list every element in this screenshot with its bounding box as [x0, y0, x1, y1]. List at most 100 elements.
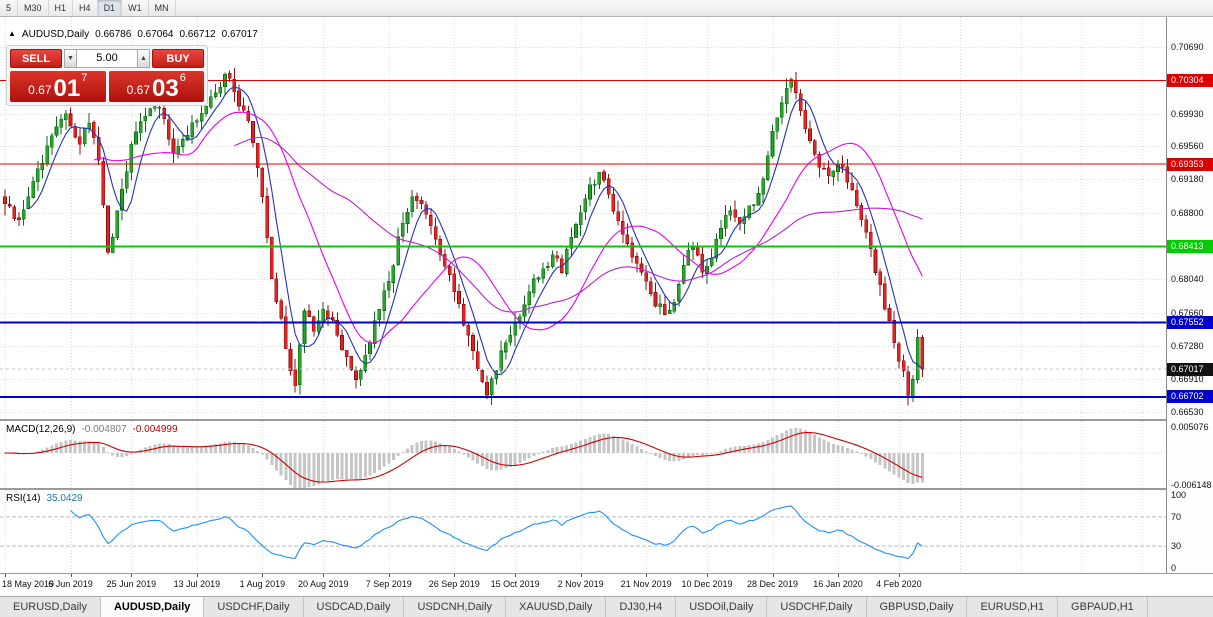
volume-control: ▼ 5.00 ▲: [64, 49, 150, 68]
price-line-badge: 0.69353: [1167, 157, 1213, 171]
date-axis-label: 28 Dec 2019: [746, 579, 799, 589]
chart-tab-USDOil-Daily[interactable]: USDOil,Daily: [676, 597, 768, 617]
chart-tab-AUDUSD-Daily[interactable]: AUDUSD,Daily: [100, 597, 205, 617]
price-axis-label: 0.66910: [1171, 373, 1204, 384]
date-axis-label: 2 Nov 2019: [557, 579, 604, 589]
macd-rsi-separator[interactable]: [0, 488, 1213, 490]
volume-decrease-button[interactable]: ▼: [64, 49, 77, 68]
date-axis-label: 1 Aug 2019: [239, 579, 286, 589]
macd-signal-value: -0.004999: [132, 424, 178, 435]
buy-price-panel[interactable]: 0.67 03 6: [108, 71, 204, 102]
buy-price-big: 03: [152, 75, 179, 102]
date-axis-label: 20 Aug 2019: [297, 579, 349, 589]
rsi-axis-label: 100: [1171, 490, 1187, 501]
date-tick: [71, 574, 72, 577]
date-tick: [581, 574, 582, 577]
chart-tab-USDCNH-Daily[interactable]: USDCNH,Daily: [404, 597, 507, 617]
timeframe-button-D1[interactable]: D1: [97, 0, 123, 16]
date-tick: [454, 574, 455, 577]
date-tick: [197, 574, 198, 577]
date-axis-label: 18 May 2019: [2, 579, 55, 589]
date-tick: [262, 574, 263, 577]
volume-input[interactable]: 5.00: [77, 49, 137, 68]
chart-tab-GBPAUD-H1[interactable]: GBPAUD,H1: [1058, 597, 1148, 617]
macd-signal-line: [5, 431, 923, 483]
date-tick: [5, 574, 6, 577]
timeframe-button-H1[interactable]: H1: [49, 0, 74, 16]
sell-price-pip: 7: [81, 72, 88, 84]
date-axis-label: 26 Sep 2019: [428, 579, 480, 589]
chart-tab-EURUSD-Daily[interactable]: EURUSD,Daily: [0, 597, 101, 617]
date-tick: [646, 574, 647, 577]
macd-axis-label: 0.005076: [1171, 421, 1209, 432]
date-axis-label: 25 Jun 2019: [106, 579, 157, 589]
price-axis-label: 0.69560: [1171, 141, 1204, 152]
rsi-dates-separator[interactable]: [0, 573, 1213, 574]
chart-tab-XAUUSD-Daily[interactable]: XAUUSD,Daily: [506, 597, 607, 617]
buy-button[interactable]: BUY: [152, 49, 204, 68]
date-tick: [899, 574, 900, 577]
timeframe-button-H4[interactable]: H4: [73, 0, 98, 16]
date-axis-label: 10 Dec 2019: [681, 579, 733, 589]
trade-controls-row: SELL ▼ 5.00 ▲ BUY: [10, 49, 204, 68]
chart-tab-USDCHF-Daily[interactable]: USDCHF,Daily: [767, 597, 867, 617]
date-tick: [323, 574, 324, 577]
timeframe-button-5[interactable]: 5: [0, 0, 19, 16]
price-axis-label: 0.69930: [1171, 108, 1204, 119]
chart-tab-GBPUSD-Daily[interactable]: GBPUSD,Daily: [867, 597, 968, 617]
timeframe-toolbar: 5 M30 H1 H4 D1 W1 MN: [0, 0, 1213, 17]
macd-panel[interactable]: [0, 421, 1166, 488]
timeframe-button-W1[interactable]: W1: [122, 0, 149, 16]
ohlc-high: 0.67064: [137, 29, 174, 40]
rsi-indicator-label: RSI(14) 35.0429: [6, 493, 83, 504]
sell-price-base: 0.67: [28, 83, 52, 97]
horizontal-level-lines[interactable]: [0, 80, 1166, 398]
date-tick: [131, 574, 132, 577]
rsi-panel[interactable]: [0, 490, 1166, 573]
price-axis-label: 0.68800: [1171, 207, 1204, 218]
timeframe-button-MN[interactable]: MN: [149, 0, 176, 16]
main-macd-separator[interactable]: [0, 419, 1213, 421]
date-tick: [707, 574, 708, 577]
date-axis-label: 6 Jun 2019: [48, 579, 93, 589]
volume-increase-button[interactable]: ▲: [137, 49, 150, 68]
symbol-marker-icon: ▲: [8, 29, 16, 38]
candlestick-series: [3, 68, 925, 406]
price-axis-label: 0.69180: [1171, 174, 1204, 185]
grid-vertical-lines: [5, 490, 1143, 573]
chart-tab-USDCHF-Daily[interactable]: USDCHF,Daily: [204, 597, 304, 617]
chart-tab-EURUSD-H1[interactable]: EURUSD,H1: [967, 597, 1059, 617]
date-tick: [389, 574, 390, 577]
rsi-name: RSI(14): [6, 493, 41, 504]
chart-tab-USDCAD-Daily[interactable]: USDCAD,Daily: [304, 597, 405, 617]
ohlc-low: 0.66712: [179, 29, 216, 40]
date-axis-label: 15 Oct 2019: [490, 579, 540, 589]
sell-button[interactable]: SELL: [10, 49, 62, 68]
one-click-trading-widget: SELL ▼ 5.00 ▲ BUY 0.67 01 7 0.67 03 6: [6, 45, 208, 106]
chart-tab-DJ30-H4[interactable]: DJ30,H4: [606, 597, 677, 617]
date-tick: [515, 574, 516, 577]
date-tick: [838, 574, 839, 577]
rsi-axis-label: 0: [1171, 562, 1177, 573]
sell-price-big: 01: [53, 75, 81, 102]
price-line-badge: 0.68413: [1167, 240, 1213, 254]
price-axis-label: 0.68040: [1171, 274, 1204, 285]
chart-tab-bar: EURUSD,Daily AUDUSD,Daily USDCHF,Daily USDC…: [0, 596, 1213, 617]
buy-price-base: 0.67: [126, 83, 151, 97]
rsi-axis-label: 30: [1171, 541, 1182, 552]
date-axis-label: 4 Feb 2020: [876, 579, 922, 589]
price-axis-label: 0.67280: [1171, 341, 1204, 352]
price-line-badge: 0.70304: [1167, 74, 1213, 88]
sell-price-panel[interactable]: 0.67 01 7: [10, 71, 106, 102]
buy-price-pip: 6: [179, 72, 186, 84]
timeframe-button-M30[interactable]: M30: [18, 0, 49, 16]
main-chart-panel[interactable]: [0, 17, 1166, 419]
date-axis[interactable]: 18 May 2019 6 Jun 2019 25 Jun 2019 13 Jul 2…: [0, 574, 1166, 596]
macd-histogram: [3, 427, 924, 488]
chart-symbol-label: AUDUSD,Daily: [21, 29, 90, 40]
date-axis-label: 13 Jul 2019: [173, 579, 221, 589]
date-tick: [773, 574, 774, 577]
price-axis[interactable]: 0.70690 0.69930 0.69560 0.69180 0.68800 0.680…: [1166, 17, 1213, 573]
price-line-badge: 0.66702: [1167, 390, 1213, 404]
